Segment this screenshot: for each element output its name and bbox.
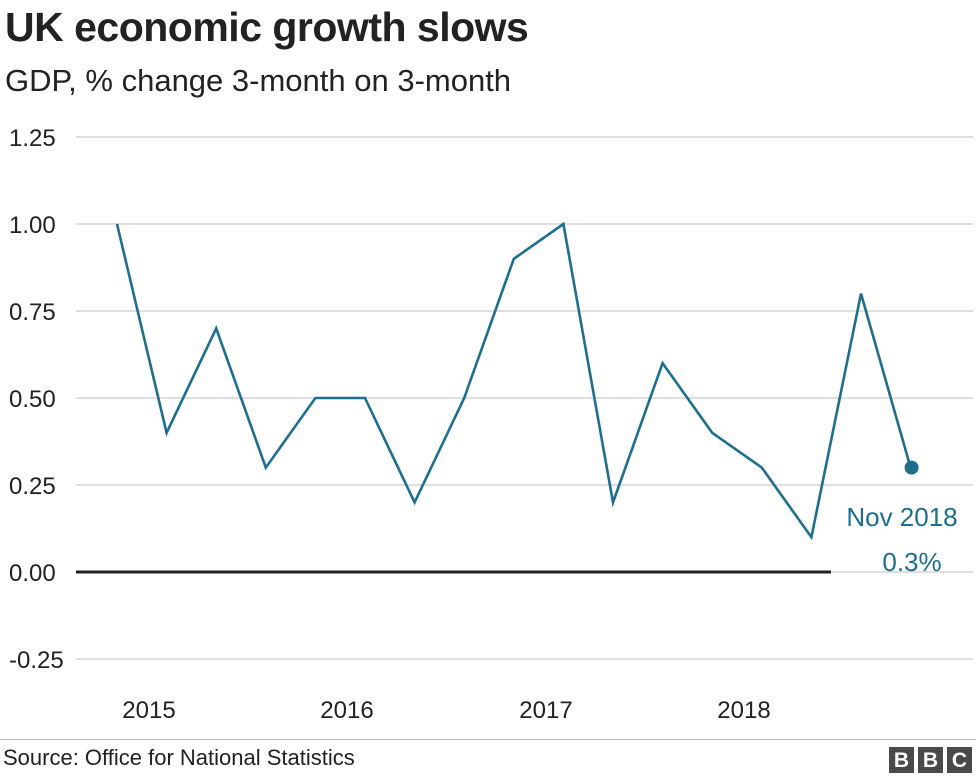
- logo-letter: B: [889, 747, 914, 773]
- y-tick-label: 0.00: [9, 560, 56, 587]
- y-axis-ticks: 1.25 1.00 0.75 0.50 0.25 0.00 -0.25: [9, 125, 64, 674]
- logo-letter: B: [918, 747, 943, 773]
- end-point-marker: [904, 460, 919, 475]
- y-tick-label: 0.25: [9, 473, 56, 500]
- x-tick-label: 2016: [320, 697, 373, 724]
- x-tick-label: 2017: [519, 697, 572, 724]
- source-note: Source: Office for National Statistics: [3, 745, 355, 770]
- annotation-date: Nov 2018: [846, 502, 957, 532]
- annotation-value: 0.3%: [882, 547, 941, 577]
- bbc-logo: B B C: [889, 747, 972, 773]
- x-axis-ticks: 2015 2016 2017 2018: [122, 697, 770, 724]
- x-tick-label: 2018: [717, 697, 770, 724]
- x-tick-label: 2015: [122, 697, 175, 724]
- gridlines: [76, 136, 973, 660]
- y-tick-label: -0.25: [9, 647, 64, 674]
- series-layer: [115, 221, 919, 541]
- y-tick-label: 1.00: [9, 212, 56, 239]
- footer-divider: [0, 739, 976, 740]
- y-tick-label: 0.50: [9, 386, 56, 413]
- line-chart: 1.251.000.750.500.250.00-0.25 2015 2016 20…: [9, 125, 973, 724]
- annotation: Nov 2018 0.3%: [846, 502, 957, 577]
- y-tick-label: 1.25: [9, 125, 56, 152]
- y-tick-label: 0.75: [9, 299, 56, 326]
- gdp-series-line: [115, 221, 912, 541]
- logo-letter: C: [947, 747, 972, 773]
- chart-subtitle: GDP, % change 3-month on 3-month: [5, 63, 512, 98]
- chart-title: UK economic growth slows: [5, 4, 529, 50]
